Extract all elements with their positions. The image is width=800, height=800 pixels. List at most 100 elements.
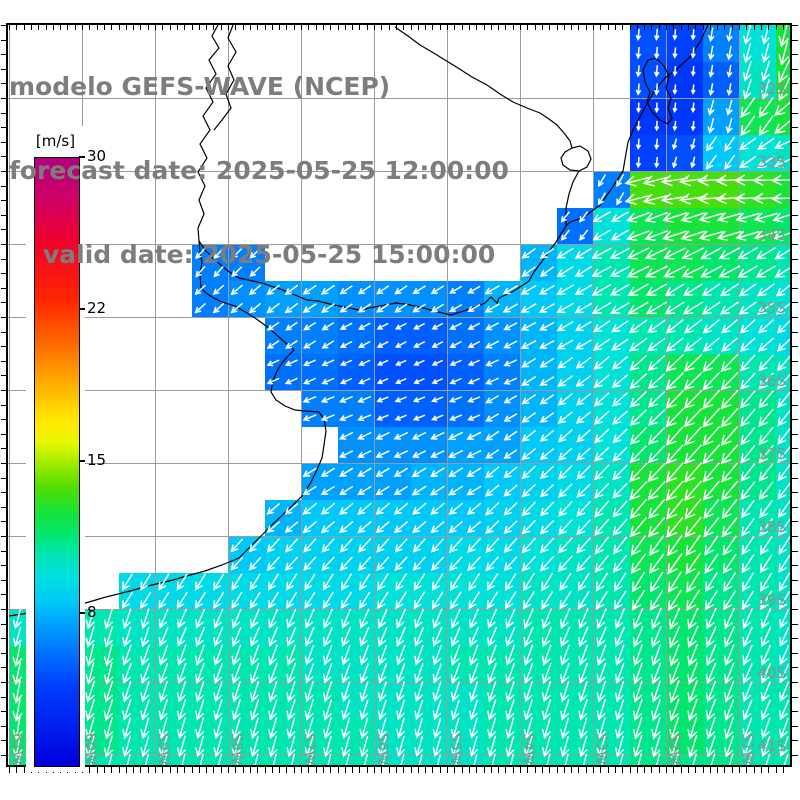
wind-speed-cell (775, 572, 790, 609)
wind-speed-cell (593, 755, 630, 765)
axis-tick (242, 25, 244, 30)
grid-line (228, 25, 229, 765)
colorbar-tick-mark (79, 460, 85, 462)
colorbar-unit-label: [m/s] (35, 132, 76, 150)
axis-tick (792, 141, 798, 143)
wind-speed-cell (337, 755, 374, 765)
wind-speed-cell (702, 572, 739, 609)
axis-tick (23, 25, 25, 30)
wind-speed-cell (191, 572, 228, 609)
axis-tick (520, 25, 521, 30)
axis-tick (600, 25, 602, 30)
axis-tick (775, 25, 777, 30)
axis-tick (1, 492, 7, 494)
axis-tick (111, 25, 113, 30)
axis-tick (695, 767, 697, 773)
lat-axis-label: 37S (757, 445, 786, 463)
wind-speed-cell (666, 280, 703, 317)
axis-tick (571, 25, 573, 30)
axis-tick (74, 25, 76, 30)
axis-tick (739, 767, 740, 773)
axis-tick (140, 767, 142, 773)
axis-tick (600, 767, 602, 773)
axis-tick (1, 302, 7, 304)
grid-line (8, 682, 790, 683)
axis-tick (1, 536, 7, 537)
axis-tick (746, 25, 748, 30)
axis-tick (461, 767, 463, 773)
axis-tick (607, 25, 609, 30)
axis-tick (191, 767, 193, 773)
axis-tick (103, 25, 105, 30)
axis-tick (9, 767, 10, 773)
axis-tick (249, 25, 251, 30)
axis-labels-layer: 32S 33S 34S 35S 36S 37S 38S 39S 40S 41S 61W 60W 59W 5… (8, 25, 790, 765)
axis-tick (1, 448, 7, 450)
axis-tick (301, 25, 302, 30)
axis-tick (16, 25, 18, 30)
wind-speed-cell (447, 755, 484, 765)
wind-speed-cell (629, 61, 666, 98)
axis-tick (432, 767, 434, 773)
axis-tick (792, 667, 798, 669)
axis-tick (549, 767, 551, 773)
axis-tick (578, 25, 580, 30)
axis-tick (1, 565, 7, 567)
colorbar-tick-label: 15 (87, 451, 107, 469)
axis-tick (337, 767, 339, 773)
axis-tick (1, 127, 7, 129)
axis-tick (760, 25, 762, 30)
axis-tick (286, 767, 288, 773)
axis-tick (792, 302, 798, 304)
axis-tick (622, 767, 624, 773)
axis-tick (103, 767, 105, 773)
axis-tick (593, 767, 594, 773)
axis-tick (176, 767, 178, 773)
axis-tick (1, 725, 7, 727)
axis-tick (792, 346, 798, 348)
wind-speed-cell (556, 572, 593, 609)
axis-tick (162, 25, 164, 30)
axis-tick (792, 83, 798, 85)
colorbar-tick-mark (79, 156, 85, 158)
wind-speed-cell (118, 755, 155, 765)
coastline-path (394, 26, 573, 149)
wind-speed-cell (556, 280, 593, 317)
axis-tick (315, 25, 317, 30)
lat-axis-label: 32S (757, 80, 786, 98)
axis-tick (388, 767, 390, 773)
grid-line (447, 25, 448, 765)
axis-tick (792, 638, 798, 640)
axis-tick (792, 565, 798, 567)
colorbar-gradient (34, 157, 80, 767)
coastline-path (565, 170, 580, 226)
axis-tick (337, 25, 339, 30)
axis-tick (483, 767, 485, 773)
axis-tick (417, 767, 419, 773)
axis-tick (344, 767, 346, 773)
axis-tick (792, 404, 798, 406)
grid-line (8, 98, 790, 99)
wind-speed-cell (739, 572, 776, 609)
axis-tick (1, 550, 7, 552)
axis-tick (1, 258, 7, 260)
axis-tick (89, 25, 91, 30)
axis-tick (293, 767, 295, 773)
axis-tick (702, 25, 704, 30)
axis-tick (1, 682, 7, 683)
axis-tick (322, 767, 324, 773)
wind-speed-cell (775, 755, 790, 765)
axis-tick (82, 25, 83, 30)
wind-speed-cell (739, 536, 776, 573)
axis-tick (206, 25, 208, 30)
axis-tick (184, 25, 186, 30)
axis-tick (1, 652, 7, 654)
grid-line (593, 25, 594, 765)
axis-tick (541, 767, 543, 773)
axis-tick (792, 112, 798, 114)
axis-tick (792, 521, 798, 523)
axis-tick (439, 767, 441, 773)
colorbar: [m/s] 30 22 15 8 (26, 126, 106, 772)
axis-tick (571, 767, 573, 773)
axis-tick (792, 740, 798, 742)
